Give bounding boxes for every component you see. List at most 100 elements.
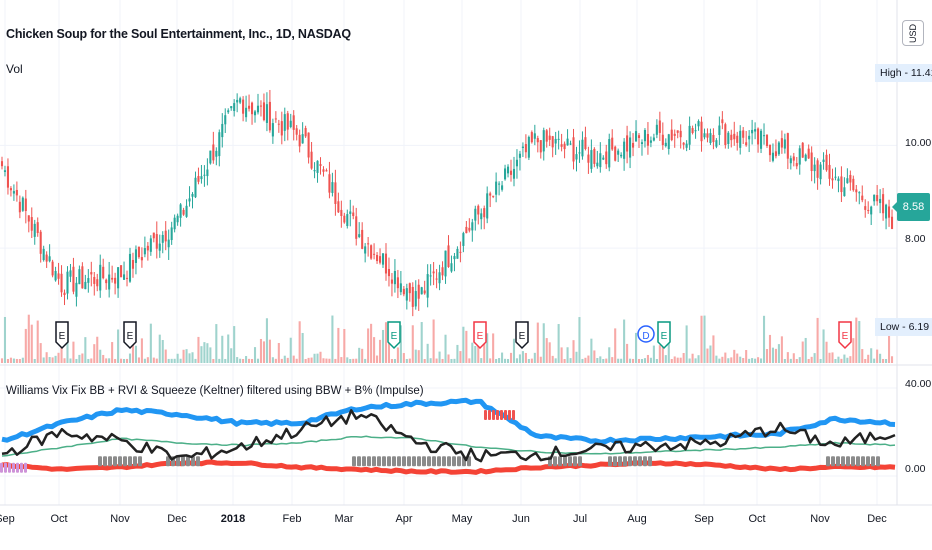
volume-bar (215, 324, 218, 363)
volume-bar (876, 349, 879, 363)
candle-body (93, 276, 96, 284)
candle-body (685, 143, 688, 148)
candle-body (879, 198, 882, 204)
candle-body (218, 132, 221, 157)
volume-bar (176, 353, 179, 363)
volume-bar (3, 316, 7, 363)
candle-body (643, 130, 647, 142)
volume-bar (435, 358, 438, 363)
volume-bar (60, 340, 63, 363)
squeeze-dot (357, 456, 361, 467)
volume-bar (527, 358, 530, 363)
candle-body (325, 170, 328, 172)
candle-body (140, 257, 143, 261)
volume-bar (810, 356, 813, 363)
volume-bar (504, 358, 507, 363)
candle-body (882, 194, 885, 214)
earnings-marker-letter: D (642, 331, 649, 342)
volume-bar (617, 358, 620, 363)
volume-bar (813, 353, 816, 363)
candle-body (39, 231, 42, 254)
candle-body (99, 264, 102, 291)
candle-body (798, 148, 801, 165)
squeeze-dot (196, 456, 200, 467)
volume-label[interactable]: Vol (6, 62, 23, 76)
candle-body (762, 135, 766, 137)
candle-body (441, 267, 444, 276)
volume-bar (256, 358, 260, 363)
impulse-bar (504, 410, 507, 420)
candle-body (789, 158, 792, 164)
candle-body (626, 135, 629, 152)
impulse-bar (500, 410, 503, 420)
candle-body (748, 135, 751, 140)
volume-bar (545, 338, 548, 363)
candle-body (557, 138, 560, 140)
volume-bar (816, 317, 819, 363)
candle-body (396, 277, 399, 289)
candle-body (554, 138, 557, 144)
volume-bar (429, 358, 432, 363)
candle-body (36, 222, 39, 233)
volume-bar (483, 338, 486, 363)
candle-body (173, 217, 176, 230)
candle-body (667, 134, 670, 150)
volume-bar (700, 315, 703, 363)
symbol-title[interactable]: Chicken Soup for the Soul Entertainment,… (6, 27, 351, 41)
impulse-bar (484, 410, 487, 420)
volume-bar (33, 358, 36, 363)
volume-bar (584, 357, 587, 363)
candle-body (349, 211, 352, 214)
candle-body (489, 193, 492, 196)
candle-body (757, 128, 760, 145)
candle-body (352, 212, 355, 217)
candle-body (236, 99, 239, 103)
volume-bar (140, 338, 143, 363)
volume-bar (200, 346, 203, 363)
candle-body (108, 274, 111, 290)
currency-button[interactable]: USD (902, 20, 924, 46)
squeeze-dot (427, 456, 431, 467)
volume-bar (381, 329, 385, 363)
squeeze-dot (407, 456, 411, 467)
candle-body (459, 251, 462, 253)
volume-bar (694, 358, 697, 363)
candle-body (632, 142, 635, 148)
last-price-badge: 8.58 (892, 193, 930, 221)
candle-body (313, 170, 316, 172)
candle-body (718, 125, 721, 135)
candle-body (158, 243, 161, 251)
volume-bar (203, 342, 206, 363)
candle-body (209, 150, 212, 164)
candle-body (200, 176, 203, 180)
candle-body (63, 292, 66, 296)
squeeze-dot (831, 456, 835, 467)
squeeze-dot (128, 456, 132, 467)
volume-bar (542, 323, 545, 363)
volume-bar (399, 325, 402, 363)
squeeze-dot (856, 456, 860, 467)
candle-body (24, 198, 27, 212)
volume-bar (837, 356, 840, 363)
indicator-label[interactable]: Williams Vix Fix BB + RVI & Squeeze (Kel… (6, 385, 424, 397)
volume-bar (465, 330, 468, 363)
candle-body (253, 111, 257, 116)
volume-bar (524, 352, 527, 363)
volume-bar (459, 351, 462, 363)
candle-body (614, 146, 617, 161)
candle-body (426, 274, 429, 298)
volume-bar (441, 358, 444, 363)
candle-body (358, 234, 361, 237)
candle-body (700, 121, 703, 142)
candle-body (483, 208, 486, 218)
volume-bar (411, 325, 414, 363)
candle-body (176, 215, 179, 223)
candle-body (888, 206, 891, 218)
indicator-tick-40: 40.00 (905, 378, 932, 390)
dividend-marker (637, 325, 655, 343)
volume-bar (18, 359, 21, 363)
candle-body (361, 229, 364, 249)
candle-body (768, 144, 772, 156)
candle-body (688, 125, 691, 145)
